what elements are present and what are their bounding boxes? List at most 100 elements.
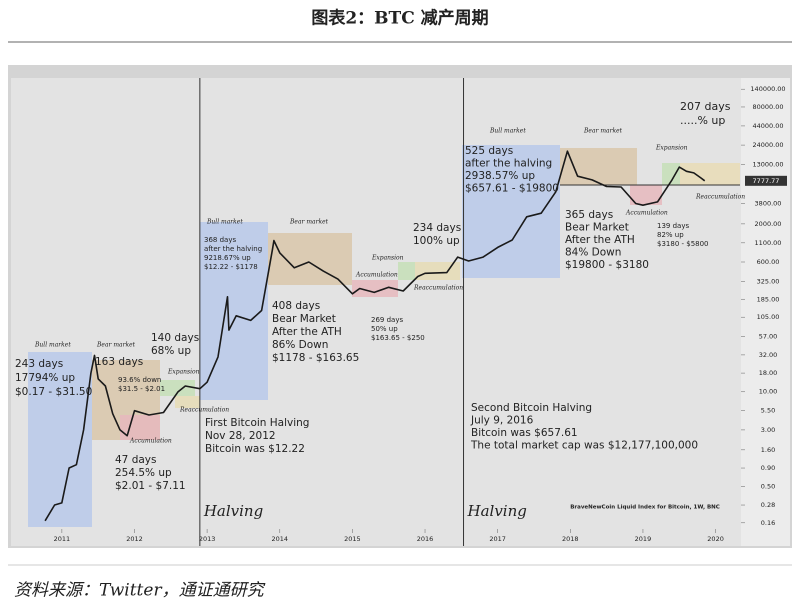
annotation: $12.22 - $1178 <box>204 263 258 271</box>
y-tick-label: 57.00 <box>759 333 778 341</box>
phase-box <box>462 145 560 278</box>
annotation: 9218.67% up <box>204 254 251 262</box>
annotation: 254.5% up <box>115 467 172 479</box>
annotation: After the ATH <box>272 326 342 338</box>
annotation: 139 days <box>657 222 689 230</box>
phase-label: Bull market <box>206 219 243 226</box>
phase-label: Bear market <box>583 128 623 135</box>
y-tick-label: 325.00 <box>757 277 780 285</box>
phase-label: Bull market <box>489 128 526 135</box>
annotation: 50% up <box>371 325 398 333</box>
series-name: BraveNewCoin Liquid Index for Bitcoin, 1… <box>570 505 720 511</box>
phase-label: Reaccumulation <box>179 407 229 414</box>
y-tick-label: 13000.00 <box>752 161 783 169</box>
phase-label: Expansion <box>167 369 200 376</box>
annotation: after the halving <box>204 245 262 253</box>
annotation: Second Bitcoin Halving <box>471 402 592 414</box>
phase-box <box>200 222 268 400</box>
annotation: July 9, 2016 <box>470 415 534 427</box>
phase-label: Bear market <box>289 219 329 226</box>
annotation: after the halving <box>465 158 552 170</box>
y-tick-label: 3800.00 <box>755 200 782 208</box>
phase-label: Accumulation <box>355 272 398 279</box>
phase-label: Expansion <box>371 255 404 262</box>
annotation: $0.17 - $31.50 <box>15 386 92 398</box>
phase-box <box>560 148 637 185</box>
phase-box <box>415 262 460 280</box>
x-tick-label: 2020 <box>707 535 724 543</box>
y-tick-label: 10.00 <box>759 388 778 396</box>
annotation: 100% up <box>413 235 460 247</box>
annotation: .....% up <box>680 114 725 127</box>
annotation: 368 days <box>204 236 236 244</box>
y-tick-label: 1.60 <box>761 446 775 454</box>
y-tick-label: 0.28 <box>761 501 775 509</box>
y-tick-label: 80000.00 <box>752 103 783 111</box>
annotation: $657.61 - $19800 <box>465 183 559 195</box>
annotation: $3180 - $5800 <box>657 240 709 248</box>
y-tick-label: 2000.00 <box>755 220 782 228</box>
annotation: 68% up <box>151 345 191 357</box>
y-tick-label: 105.00 <box>757 313 780 321</box>
price-badge-label: 7777.77 <box>753 177 780 185</box>
annotation: 207 days <box>680 100 731 113</box>
y-tick-label: 32.00 <box>759 351 778 359</box>
phase-label: Bear market <box>96 342 136 349</box>
annotation: First Bitcoin Halving <box>205 417 309 429</box>
phase-label: Accumulation <box>129 438 172 445</box>
annotation: $1178 - $163.65 <box>272 352 359 364</box>
y-tick-label: 18.00 <box>759 369 778 377</box>
y-tick-label: 0.90 <box>761 464 775 472</box>
annotation: 140 days <box>151 332 199 344</box>
axis-area <box>741 78 790 546</box>
annotation: 243 days <box>15 358 63 370</box>
phase-box <box>120 415 160 440</box>
annotation: $2.01 - $7.11 <box>115 480 186 492</box>
y-tick-label: 600.00 <box>757 258 780 266</box>
annotation: Bitcoin was $657.61 <box>471 427 578 439</box>
annotation: 82% up <box>657 231 684 239</box>
annotation: Bear Market <box>565 222 629 234</box>
annotation: 269 days <box>371 316 403 324</box>
x-tick-label: 2013 <box>199 535 216 543</box>
x-tick-label: 2014 <box>271 535 288 543</box>
phase-label: Bull market <box>34 342 71 349</box>
annotation: After the ATH <box>565 234 635 246</box>
phase-box <box>175 396 200 408</box>
annotation: Nov 28, 2012 <box>205 430 276 442</box>
x-tick-label: 2019 <box>635 535 652 543</box>
annotation: Bitcoin was $12.22 <box>205 443 305 455</box>
phase-box <box>352 280 398 297</box>
annotation: 408 days <box>272 300 320 312</box>
halving-label: Halving <box>203 502 263 520</box>
y-tick-label: 44000.00 <box>752 122 783 130</box>
y-tick-label: 0.50 <box>761 483 775 491</box>
annotation: $163.65 - $250 <box>371 334 425 342</box>
annotation: 2938.57% up <box>465 170 535 182</box>
annotation: 234 days <box>413 222 461 234</box>
annotation: $19800 - $3180 <box>565 259 649 271</box>
figure-title: 图表2：BTC 减产周期 <box>311 8 488 29</box>
x-tick-label: 2015 <box>344 535 361 543</box>
phase-box <box>630 185 662 205</box>
phase-box <box>268 233 352 285</box>
x-tick-label: 2018 <box>562 535 579 543</box>
annotation: $31.5 - $2.01 <box>118 385 165 393</box>
phase-box <box>398 262 415 280</box>
y-tick-label: 0.16 <box>761 519 775 527</box>
x-tick-label: 2012 <box>126 535 143 543</box>
phase-box <box>160 380 195 396</box>
y-tick-label: 3.00 <box>761 426 775 434</box>
halving-label: Halving <box>467 502 527 520</box>
x-tick-label: 2011 <box>54 535 71 543</box>
y-tick-label: 1100.00 <box>755 239 782 247</box>
phase-label: Reaccumulation <box>413 285 463 292</box>
y-tick-label: 185.00 <box>757 295 780 303</box>
x-tick-label: 2016 <box>417 535 434 543</box>
annotation: 86% Down <box>272 339 328 351</box>
price-badge <box>745 175 787 186</box>
annotation: 84% Down <box>565 247 621 259</box>
annotation: 525 days <box>465 145 513 157</box>
source: 资料来源：Twitter，通证通研究 <box>14 581 266 601</box>
